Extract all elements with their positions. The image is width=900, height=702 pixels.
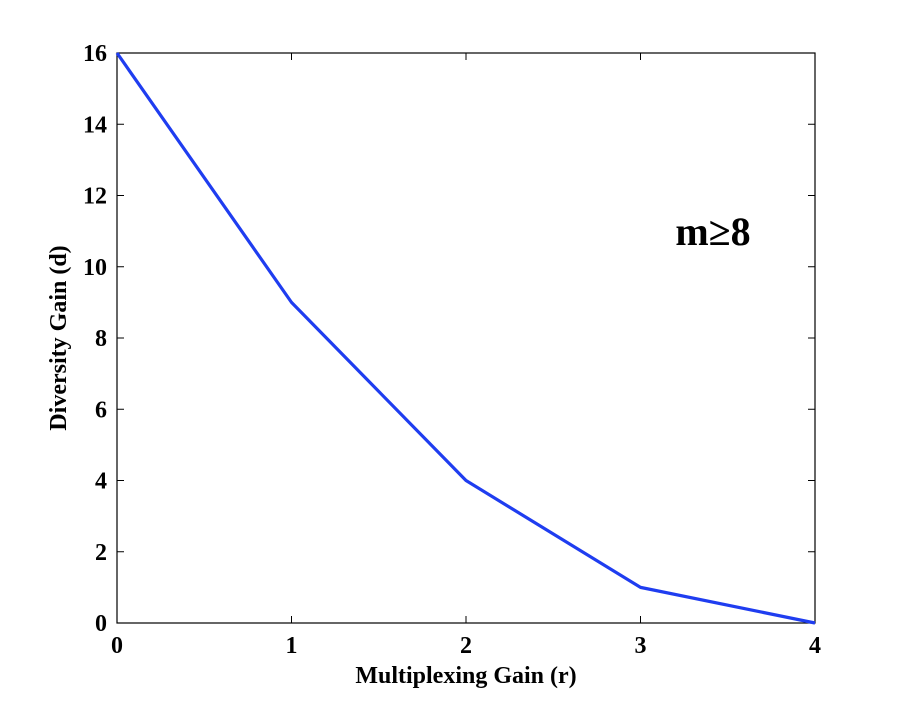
annotation-text: m≥8 <box>675 209 750 254</box>
y-tick-label: 8 <box>95 326 107 352</box>
y-tick-label: 2 <box>95 540 107 566</box>
x-tick-label: 3 <box>635 633 647 659</box>
y-axis-label: Diversity Gain (d) <box>46 245 72 430</box>
x-tick-label: 2 <box>460 633 472 659</box>
y-tick-label: 10 <box>83 255 107 281</box>
y-tick-label: 16 <box>83 41 107 67</box>
y-tick-labels: 0 2 4 6 8 10 12 14 16 <box>83 41 107 637</box>
plot-area-frame <box>116 52 816 624</box>
tick-marks <box>116 52 816 624</box>
x-axis-label: Multiplexing Gain (r) <box>355 663 576 689</box>
y-tick-label: 12 <box>83 184 107 210</box>
y-tick-label: 0 <box>95 611 107 637</box>
series-line <box>115 52 816 625</box>
x-tick-label: 0 <box>111 633 123 659</box>
y-tick-label: 6 <box>95 397 107 423</box>
series-layer <box>115 52 816 625</box>
x-tick-label: 1 <box>286 633 298 659</box>
x-tick-label: 4 <box>809 633 821 659</box>
y-tick-label: 4 <box>95 469 107 495</box>
y-tick-label: 14 <box>83 112 107 138</box>
x-tick-labels: 0 1 2 3 4 <box>111 633 821 659</box>
